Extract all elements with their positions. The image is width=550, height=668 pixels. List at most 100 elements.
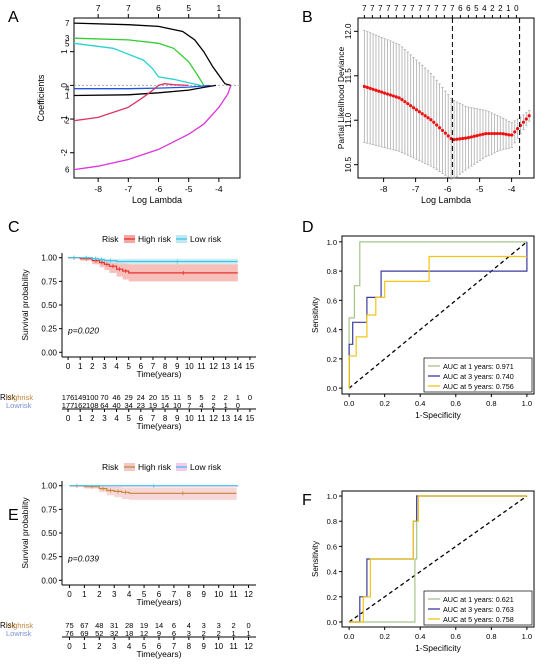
plot-frame [73,17,241,179]
x-tick-label: 6 [139,362,144,371]
deviance-point [527,114,531,118]
risk-count: 46 [112,393,120,402]
deviance-point [516,127,520,131]
risk-x-axis-label: Time(years) [136,421,181,431]
risk-count: 3 [217,621,221,630]
top-tick-label: 6 [466,4,471,13]
deviance-point [374,88,378,92]
top-tick-label: 7 [394,4,399,13]
risk-count: 75 [65,621,73,630]
deviance-point [400,98,404,102]
x-tick-label: 5 [126,362,131,371]
risk-count: 69 [80,629,88,638]
legend-entry: AUC at 1 years: 0.621 [443,595,514,604]
deviance-point [501,132,505,136]
path-label: 1 [65,91,70,100]
x-tick-label: 11 [229,590,238,599]
risk-count: 9 [157,629,161,638]
deviance-point [510,133,514,137]
top-tick-label: 7 [402,4,407,13]
x-tick-label: -7 [125,184,133,194]
x-tick-label: 10 [185,362,194,371]
deviance-point [417,110,421,114]
risk-count: 2 [232,621,236,630]
risk-x-axis-label: Time(years) [136,649,181,659]
top-tick-label: 7 [426,4,431,13]
x-tick-label: 9 [202,590,207,599]
risk-count: 29 [125,393,133,402]
top-tick-label: 5 [186,3,191,13]
roc-curve-3 [348,255,527,389]
coefficient-path-5 [73,84,217,97]
risk-count: 1 [232,629,236,638]
deviance-point [423,114,427,118]
x-tick-label: -7 [412,184,420,194]
risk-count: 0 [246,621,250,630]
top-tick-label: 7 [362,4,367,13]
plot-frame [341,235,535,395]
risk-x-tick-label: 1 [82,642,87,651]
legend-entry: High risk [138,234,172,244]
y-tick-label: 0.25 [41,325,57,334]
deviance-point [406,102,410,106]
legend-entry: Low risk [190,462,222,472]
deviance-point [452,137,456,142]
x-tick-label: 12 [209,362,218,371]
deviance-point [411,106,416,110]
risk-count: 70 [100,393,108,402]
deviance-point [507,133,511,137]
risk-count: 23 [137,401,145,410]
x-tick-label: 12 [244,590,253,599]
y-tick-label: 1.0 [327,238,337,247]
risk-count: 7 [187,401,191,410]
risk-count: 177 [62,401,75,410]
risk-count: 10 [173,401,181,410]
top-tick-label: 7 [126,3,131,13]
y-tick-label: 1.00 [41,482,57,491]
panel-letter: E [8,507,19,524]
top-tick-label: 7 [434,4,439,13]
coefficient-path-6 [73,83,189,122]
risk-count: 76 [65,629,73,638]
risk-count: 2 [211,393,215,402]
deviance-point [443,131,447,135]
risk-x-tick-label: 12 [244,642,253,651]
x-tick-label: -5 [476,184,484,194]
legend-box [423,357,533,393]
risk-count: 108 [86,401,99,410]
x-tick-label: 0.0 [344,399,354,408]
risk-count: 6 [172,629,176,638]
top-tick-label: 7 [410,4,415,13]
deviance-point [362,84,366,89]
x-axis-label: 1-Specificity [415,410,462,420]
risk-count: 20 [149,393,157,402]
deviance-point [504,132,508,136]
y-axis-label: Survival probability [20,497,30,569]
deviance-point [440,128,445,133]
coefficient-path-1 [73,22,232,87]
risk-x-tick-label: 9 [175,414,180,423]
risk-x-tick-label: 4 [114,414,119,423]
x-tick-label: -6 [155,184,163,194]
x-tick-label: -6 [444,184,452,194]
y-tick-label: 0.4 [327,326,337,335]
y-tick-label: 1.00 [41,254,57,263]
risk-count: 31 [110,621,118,630]
roc-curve-3 [349,495,527,623]
coefficient-path-3 [73,42,201,87]
risk-count: 3 [202,621,206,630]
y-tick-label: 0.2 [327,355,337,364]
x-tick-label: 8 [187,590,192,599]
deviance-point [472,134,476,138]
deviance-point [380,90,384,94]
risk-count: 34 [125,401,133,410]
legend-entry: AUC at 5 years: 0.758 [443,615,514,624]
risk-count: 100 [86,393,99,402]
legend-entry: AUC at 1 years: 0.971 [443,362,514,371]
y-tick-label: 0.8 [327,517,337,526]
deviance-point [420,112,424,116]
survival-curve-2 [68,257,238,263]
p-value: p=0.020 [67,325,99,335]
risk-count: 48 [95,621,103,630]
risk-x-tick-label: 8 [163,414,168,423]
